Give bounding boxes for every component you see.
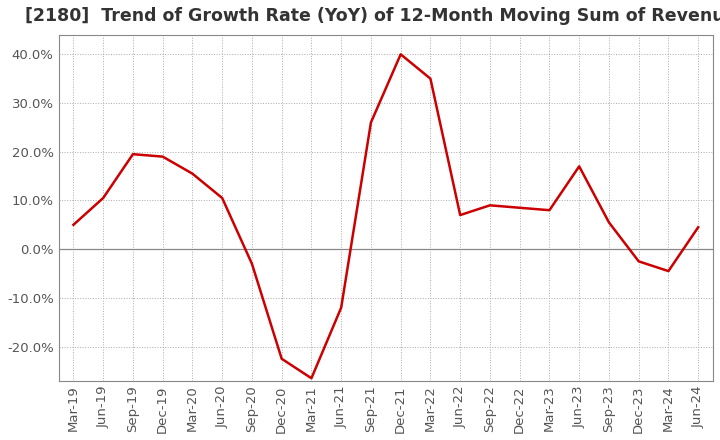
Title: [2180]  Trend of Growth Rate (YoY) of 12-Month Moving Sum of Revenues: [2180] Trend of Growth Rate (YoY) of 12-…: [25, 7, 720, 25]
